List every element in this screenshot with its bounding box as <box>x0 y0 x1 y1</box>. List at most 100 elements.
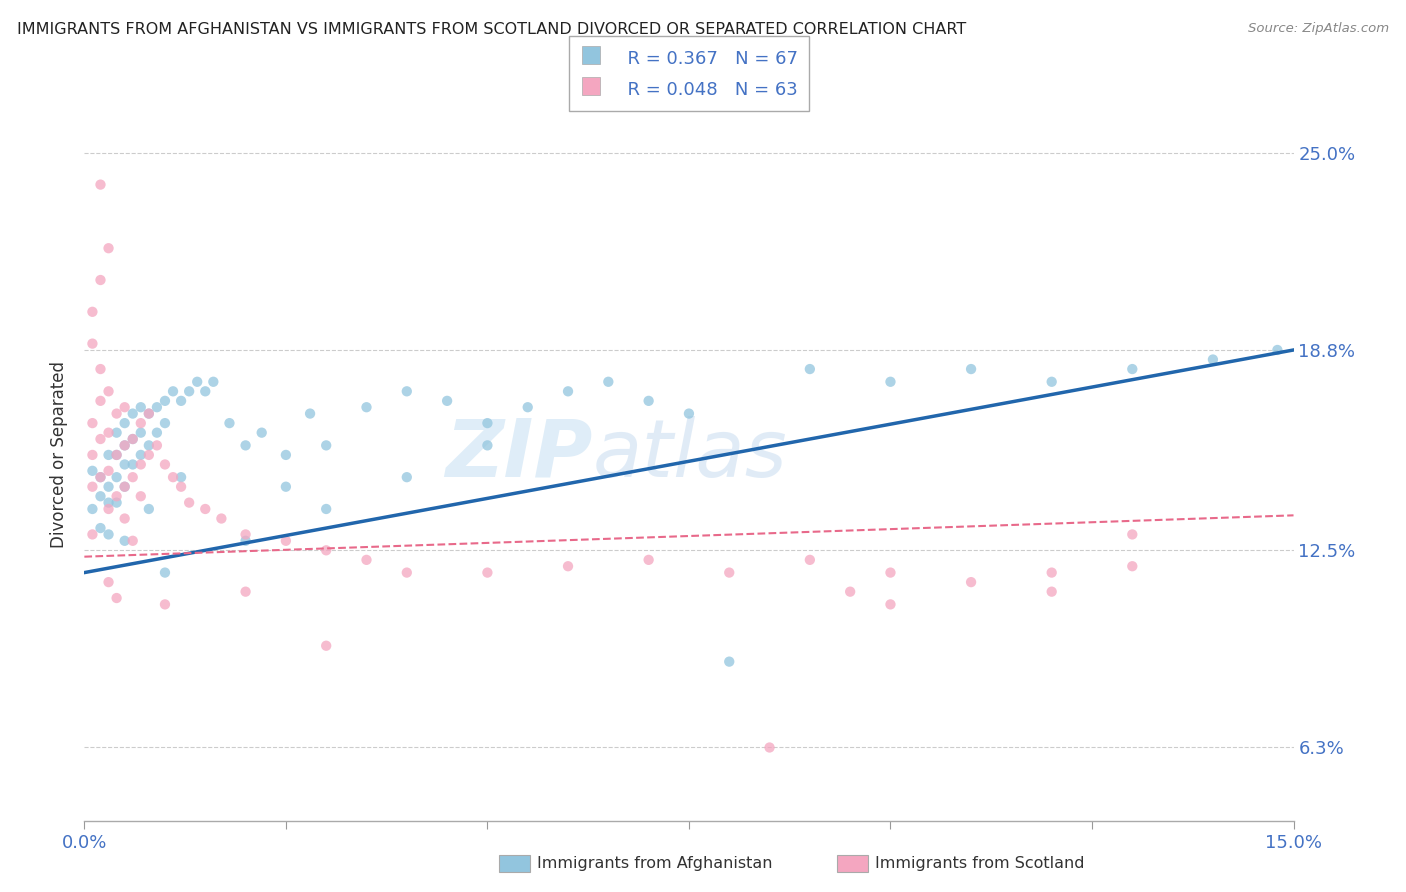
Point <box>105 425 128 440</box>
Point <box>105 470 128 484</box>
Point <box>121 432 143 446</box>
Point <box>315 639 337 653</box>
Point <box>89 470 111 484</box>
Point <box>89 178 111 192</box>
Point <box>82 502 104 516</box>
Point <box>97 527 120 541</box>
Point <box>1202 352 1225 367</box>
Point <box>89 393 111 408</box>
Point <box>105 407 128 421</box>
Point <box>718 655 741 669</box>
Text: ZIP: ZIP <box>444 416 592 494</box>
Point <box>114 480 136 494</box>
Point <box>146 438 169 452</box>
Point <box>879 566 901 580</box>
Point <box>114 533 136 548</box>
Point <box>114 480 136 494</box>
Point <box>138 448 160 462</box>
Point <box>105 448 128 462</box>
Point <box>82 416 104 430</box>
Text: Immigrants from Scotland: Immigrants from Scotland <box>875 856 1084 871</box>
Point <box>138 407 160 421</box>
Point <box>879 375 901 389</box>
Point <box>121 407 143 421</box>
Point <box>121 470 143 484</box>
Point <box>114 416 136 430</box>
Point <box>235 438 257 452</box>
Point <box>114 511 136 525</box>
Point <box>395 566 418 580</box>
Point <box>129 489 152 503</box>
Point <box>121 432 143 446</box>
Point <box>138 407 160 421</box>
Point <box>114 438 136 452</box>
Point <box>82 480 104 494</box>
Point <box>194 502 217 516</box>
Point <box>1040 584 1063 599</box>
Point <box>395 470 418 484</box>
Point <box>477 438 499 452</box>
Point <box>162 470 184 484</box>
Point <box>235 584 257 599</box>
Point <box>1040 566 1063 580</box>
Point <box>138 438 160 452</box>
Point <box>129 416 152 430</box>
Point <box>1040 375 1063 389</box>
Point <box>960 362 983 376</box>
Point <box>235 527 257 541</box>
Point <box>82 527 104 541</box>
Point <box>105 489 128 503</box>
Legend:   R = 0.367   N = 67,   R = 0.048   N = 63: R = 0.367 N = 67, R = 0.048 N = 63 <box>569 36 808 111</box>
Point <box>105 591 128 605</box>
Point <box>129 425 152 440</box>
Point <box>170 470 193 484</box>
Text: IMMIGRANTS FROM AFGHANISTAN VS IMMIGRANTS FROM SCOTLAND DIVORCED OR SEPARATED CO: IMMIGRANTS FROM AFGHANISTAN VS IMMIGRANT… <box>17 22 966 37</box>
Point <box>114 458 136 472</box>
Point <box>82 336 104 351</box>
Point <box>799 553 821 567</box>
Point <box>1121 559 1143 574</box>
Point <box>97 448 120 462</box>
Point <box>89 521 111 535</box>
Point <box>395 384 418 399</box>
Point <box>194 384 217 399</box>
Point <box>274 480 297 494</box>
Point <box>274 533 297 548</box>
Point <box>839 584 862 599</box>
Point <box>186 375 208 389</box>
Point <box>315 502 337 516</box>
Point <box>1121 362 1143 376</box>
Point <box>138 502 160 516</box>
Point <box>356 401 378 415</box>
Point <box>129 448 152 462</box>
Point <box>153 566 176 580</box>
Y-axis label: Divorced or Separated: Divorced or Separated <box>51 361 69 549</box>
Point <box>170 480 193 494</box>
Point <box>97 464 120 478</box>
Point <box>218 416 240 430</box>
Point <box>179 384 201 399</box>
Point <box>235 533 257 548</box>
Point <box>477 566 499 580</box>
Point <box>637 393 659 408</box>
Point <box>89 362 111 376</box>
Point <box>89 273 111 287</box>
Point <box>1267 343 1289 357</box>
Point <box>105 495 128 509</box>
Point <box>162 384 184 399</box>
Point <box>209 511 232 525</box>
Point <box>114 438 136 452</box>
Point <box>315 543 337 558</box>
Point <box>146 425 169 440</box>
Point <box>436 393 458 408</box>
Point <box>299 407 322 421</box>
Point <box>114 401 136 415</box>
Point <box>598 375 620 389</box>
Point <box>153 416 176 430</box>
Point <box>89 432 111 446</box>
Point <box>153 458 176 472</box>
Point <box>129 401 152 415</box>
Point <box>97 502 120 516</box>
Point <box>89 489 111 503</box>
Point <box>97 384 120 399</box>
